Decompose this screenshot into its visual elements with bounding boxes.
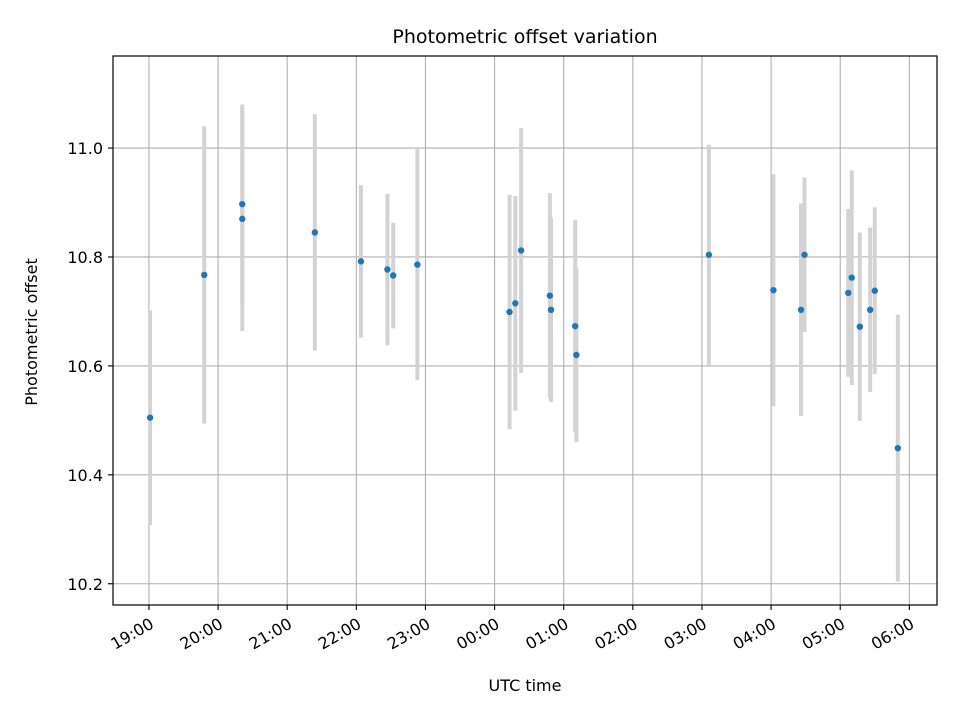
- data-point: [848, 274, 855, 281]
- data-point: [573, 351, 580, 359]
- grid-lines: [113, 56, 937, 605]
- data-point: [201, 271, 208, 279]
- data-point: [357, 258, 365, 265]
- data-point: [414, 261, 421, 268]
- data-point: [311, 229, 319, 236]
- data-point: [239, 215, 246, 223]
- x-axis-label: UTC time: [489, 676, 562, 695]
- data-point: [506, 308, 513, 316]
- data-point: [572, 322, 579, 330]
- data-point: [517, 247, 525, 254]
- data-point: [770, 286, 777, 294]
- data-point: [239, 200, 246, 208]
- y-tick-label: 10.2: [67, 575, 103, 594]
- y-tick-label: 10.6: [67, 357, 103, 376]
- y-axis-label: Photometric offset: [22, 258, 41, 406]
- data-point: [512, 300, 519, 307]
- data-point: [894, 444, 902, 452]
- data-point: [845, 289, 852, 297]
- data-point: [871, 287, 878, 294]
- data-points: [146, 200, 902, 452]
- y-tick-label: 10.4: [67, 466, 103, 485]
- data-point: [705, 251, 713, 258]
- plot-frame: [112, 55, 938, 606]
- data-point: [547, 306, 555, 314]
- data-point: [801, 251, 808, 258]
- data-point: [797, 306, 805, 314]
- y-axis-ticks: 10.2 10.4 10.6 10.8 11.0: [67, 139, 113, 594]
- data-point: [384, 266, 391, 273]
- data-point: [389, 272, 397, 279]
- data-point: [856, 323, 864, 330]
- chart-title: Photometric offset variation: [392, 26, 657, 48]
- y-tick-label: 11.0: [67, 139, 103, 158]
- data-point: [146, 414, 154, 421]
- data-point: [866, 306, 874, 314]
- y-tick-label: 10.8: [67, 248, 103, 267]
- data-point: [546, 292, 554, 299]
